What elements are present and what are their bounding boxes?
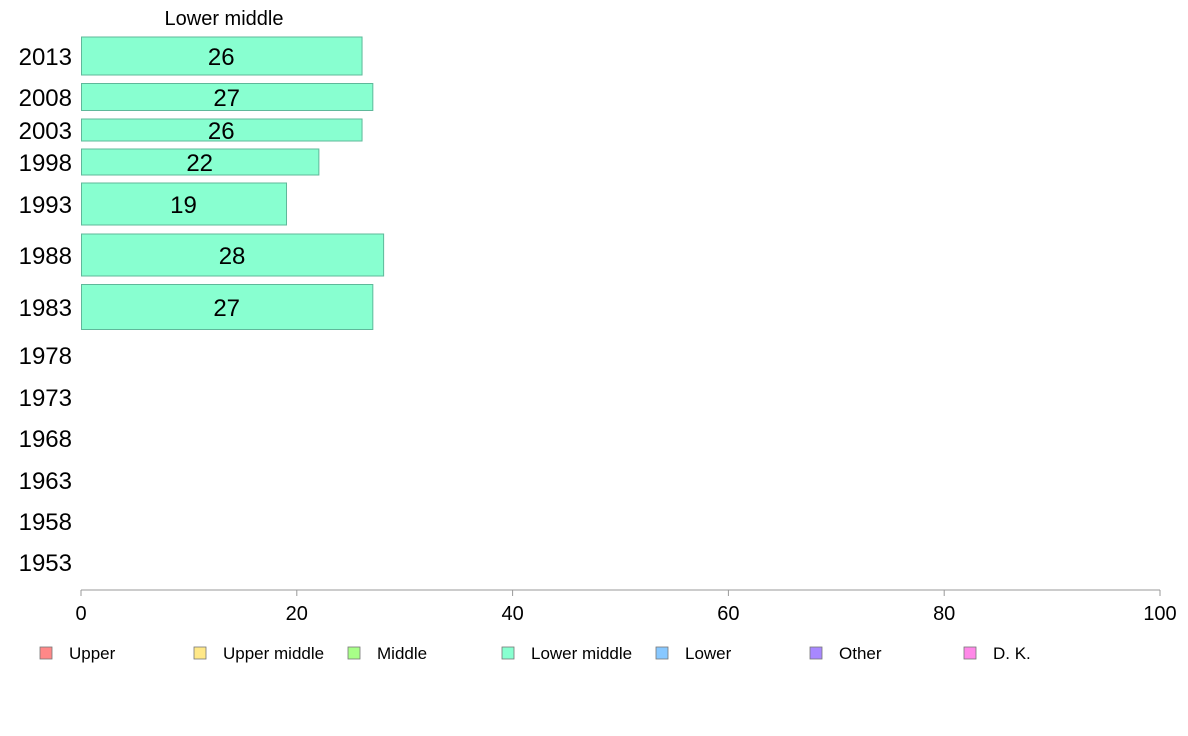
x-tick-label: 0	[75, 603, 86, 625]
legend: Upper Upper middle Middle Lower middle Lower…	[39, 644, 1031, 663]
bar	[81, 148, 320, 176]
legend-swatch	[963, 646, 977, 660]
legend-label: D. K.	[993, 644, 1031, 663]
chart-title: Lower middle	[165, 8, 284, 30]
legend-label: Upper middle	[223, 644, 324, 663]
category-labels: 2013 2008 2003 1998 1993 1988 1983 1978 1973 1968…	[19, 44, 72, 577]
legend-label: Upper	[69, 644, 116, 663]
x-tick-label: 40	[501, 603, 523, 625]
category-label: 2003	[19, 118, 72, 145]
bars	[81, 36, 385, 330]
bar	[81, 233, 385, 277]
x-tick-label: 80	[933, 603, 955, 625]
category-label: 1968	[19, 426, 72, 453]
category-label: 1978	[19, 343, 72, 370]
bar-value-label: 28	[219, 243, 246, 270]
bar-value-label: 22	[186, 150, 213, 177]
category-label: 1973	[19, 385, 72, 412]
bar	[81, 36, 363, 76]
legend-swatch	[39, 646, 53, 660]
x-tick-label: 20	[286, 603, 308, 625]
category-label: 1998	[19, 150, 72, 177]
category-label: 2008	[19, 85, 72, 112]
bar	[81, 83, 374, 111]
legend-swatch	[501, 646, 515, 660]
legend-label: Other	[839, 644, 882, 663]
bar	[81, 182, 288, 226]
bar	[81, 284, 374, 330]
bar-value-label: 26	[208, 44, 235, 71]
category-label: 1958	[19, 509, 72, 536]
bar	[81, 118, 363, 142]
category-label: 1963	[19, 468, 72, 495]
category-label: 1983	[19, 295, 72, 322]
legend-swatch	[347, 646, 361, 660]
category-label: 1988	[19, 243, 72, 270]
category-label: 1953	[19, 550, 72, 577]
category-label: 1993	[19, 192, 72, 219]
legend-label: Middle	[377, 644, 427, 663]
x-tick-label: 100	[1143, 603, 1176, 625]
bar-value-label: 27	[213, 295, 240, 322]
bar-value-label: 26	[208, 118, 235, 145]
x-tick-label: 60	[717, 603, 739, 625]
legend-swatch	[193, 646, 207, 660]
legend-swatch	[809, 646, 823, 660]
legend-label: Lower middle	[531, 644, 632, 663]
legend-swatch	[655, 646, 669, 660]
category-label: 2013	[19, 44, 72, 71]
bar-value-label: 19	[170, 192, 197, 219]
legend-label: Lower	[685, 644, 732, 663]
bar-value-label: 27	[213, 85, 240, 112]
x-axis: 0 20 40 60 80 100	[75, 589, 1177, 625]
bar-value-labels: 26 27 26 22 19 28 27	[170, 44, 245, 322]
